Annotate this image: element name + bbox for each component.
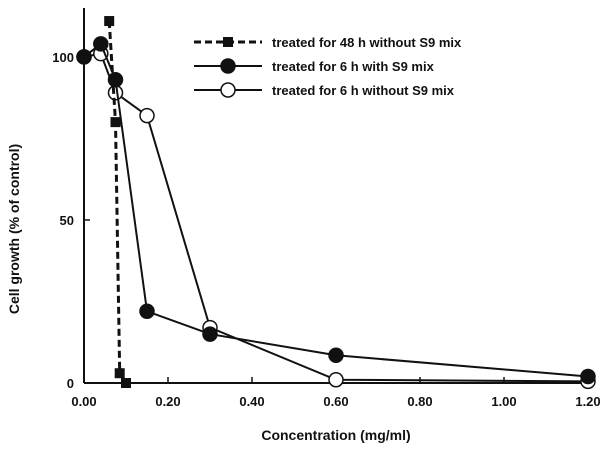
data-point-filled-circle bbox=[580, 368, 596, 385]
x-tick-label: 0.40 bbox=[239, 394, 264, 409]
data-point-open-circle bbox=[220, 82, 236, 98]
data-point-open-circle bbox=[328, 371, 344, 388]
data-point-open-circle bbox=[139, 107, 155, 124]
data-point-square bbox=[223, 37, 233, 47]
x-tick-label: 0.60 bbox=[323, 394, 348, 409]
data-point-open-circle bbox=[107, 85, 124, 101]
legend-label: treated for 6 h without S9 mix bbox=[272, 83, 455, 98]
x-tick-label: 0.20 bbox=[155, 394, 180, 409]
series-1 bbox=[76, 36, 596, 385]
data-point-filled-circle bbox=[139, 303, 155, 320]
y-tick-label: 100 bbox=[52, 50, 74, 65]
data-point-square bbox=[114, 368, 125, 379]
legend-label: treated for 48 h without S9 mix bbox=[272, 35, 462, 50]
data-point-square bbox=[110, 117, 121, 128]
series-0 bbox=[104, 16, 131, 388]
x-tick-label: 0.80 bbox=[407, 394, 432, 409]
data-point-filled-circle bbox=[93, 36, 109, 52]
x-tick-label: 0.00 bbox=[71, 394, 96, 409]
data-point-square bbox=[104, 16, 115, 27]
data-point-filled-circle bbox=[107, 71, 124, 88]
series-layer bbox=[76, 16, 596, 390]
data-point-filled-circle bbox=[202, 326, 218, 342]
data-point-filled-circle bbox=[328, 347, 344, 364]
y-axis-label: Cell growth (% of control) bbox=[6, 144, 22, 314]
x-axis-label: Concentration (mg/ml) bbox=[261, 427, 410, 443]
legend-item-2: treated for 6 h without S9 mix bbox=[194, 82, 455, 98]
data-point-filled-circle bbox=[220, 58, 236, 74]
legend-item-0: treated for 48 h without S9 mix bbox=[194, 35, 462, 50]
data-point-square bbox=[121, 378, 131, 388]
y-tick-label: 50 bbox=[60, 213, 74, 228]
y-ticks: 0 50 100 bbox=[52, 50, 90, 391]
legend-item-1: treated for 6 h with S9 mix bbox=[194, 58, 435, 74]
legend: treated for 48 h without S9 mix treated f… bbox=[194, 35, 462, 98]
series-line bbox=[83, 52, 589, 383]
legend-label: treated for 6 h with S9 mix bbox=[272, 59, 435, 74]
x-tick-label: 1.00 bbox=[491, 394, 516, 409]
x-ticks: 0.00 0.20 0.40 0.60 0.80 1.00 1.20 bbox=[71, 377, 601, 409]
data-point-filled-circle bbox=[76, 49, 92, 65]
x-tick-label: 1.20 bbox=[575, 394, 600, 409]
y-tick-label: 0 bbox=[67, 376, 74, 391]
